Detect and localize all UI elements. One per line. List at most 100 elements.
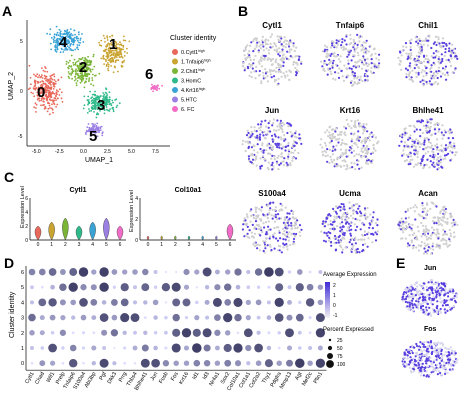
feature-cell [344,160,347,163]
feature-cell [444,363,447,366]
feature-cell [404,353,407,356]
feature-cell [277,154,280,157]
umap-point [113,52,116,54]
dot [202,328,212,338]
feature-cell [286,248,289,251]
feature-cell [248,74,251,77]
feature-cell [430,314,433,317]
feature-cell [249,58,252,62]
dot [193,359,201,367]
feature-cell [266,244,269,247]
feature-cell [442,361,445,364]
feature-cell [424,37,427,40]
feature-cell [321,150,324,153]
feature-cell [338,156,341,159]
feature-cell [274,135,277,138]
feature-cell [333,237,336,240]
feature-cell [258,41,261,44]
feature-cell [339,222,342,225]
feature-cell [345,168,348,171]
feature-cell [430,252,433,255]
dot [214,345,220,351]
feature-cell [241,228,244,231]
feature-cell [450,369,453,372]
feature-cell [336,43,339,46]
feature-cell [430,70,433,73]
feature-cell [280,57,283,60]
feature-cell [418,120,421,123]
feature-cell [271,168,274,171]
feature-cell [290,48,293,51]
dot [246,285,251,290]
feature-cell [289,130,292,134]
umap-point [84,132,87,134]
feature-cell [341,218,344,221]
dot [266,315,272,320]
feature-cell [440,352,443,355]
feature-cell [439,342,442,345]
feature-cell [275,226,278,229]
feature-cell [272,165,275,168]
feature-cell [430,351,433,355]
umap-point [84,80,87,83]
feature-cell [439,61,442,64]
feature-cell [356,46,359,49]
dot [102,346,107,350]
umap-point [61,48,63,51]
feature-cell [406,209,409,212]
umap-point [105,87,107,90]
feature-cell [243,54,246,57]
feature-cell [376,224,379,227]
feature-cell [358,125,361,128]
feature-cell [415,281,419,284]
feature-cell [266,75,269,78]
feature-cell [447,130,450,133]
feature-cell [362,129,365,132]
feature-cell [258,136,261,140]
umap-point [36,73,39,76]
feature-cell [350,79,353,83]
feature-cell [254,54,257,58]
umap-point [72,70,74,72]
feature-cell [273,226,276,230]
feature-cell [412,357,415,360]
feature-cell [441,224,444,227]
feature-cell [362,45,365,49]
dot [295,358,305,368]
feature-cell [362,51,365,54]
feature-cell [265,125,268,128]
feature-cell [424,360,427,363]
feature-cell [437,367,440,370]
feature-cell [351,73,354,76]
feature-cell [268,211,271,215]
feature-cell [339,240,342,243]
feature-cell [420,365,424,369]
umap-point [82,68,85,71]
feature-cell [421,299,424,302]
feature-cell [294,157,298,160]
feature-cell [342,203,345,206]
feature-cell [273,208,276,212]
feature-cell [328,58,331,62]
feature-cell [425,127,428,130]
feature-cell [450,144,453,147]
violin-title: Cytl1 [69,187,86,194]
feature-cell [426,288,429,291]
feature-cell [430,345,433,348]
feature-cell [444,351,447,354]
feature-cell [339,55,342,58]
umap-point [63,37,65,39]
feature-cell [355,153,358,156]
feature-cell [443,308,446,311]
umap-point [88,79,90,81]
feature-cell [260,80,263,83]
feature-cell [363,142,367,145]
pct-swatch [326,360,334,368]
feature-cell [346,211,349,215]
dot [80,314,87,321]
feature-cell [343,152,346,155]
feature-cell [348,43,351,46]
feature-cell [452,218,455,221]
feature-cell [292,232,295,235]
